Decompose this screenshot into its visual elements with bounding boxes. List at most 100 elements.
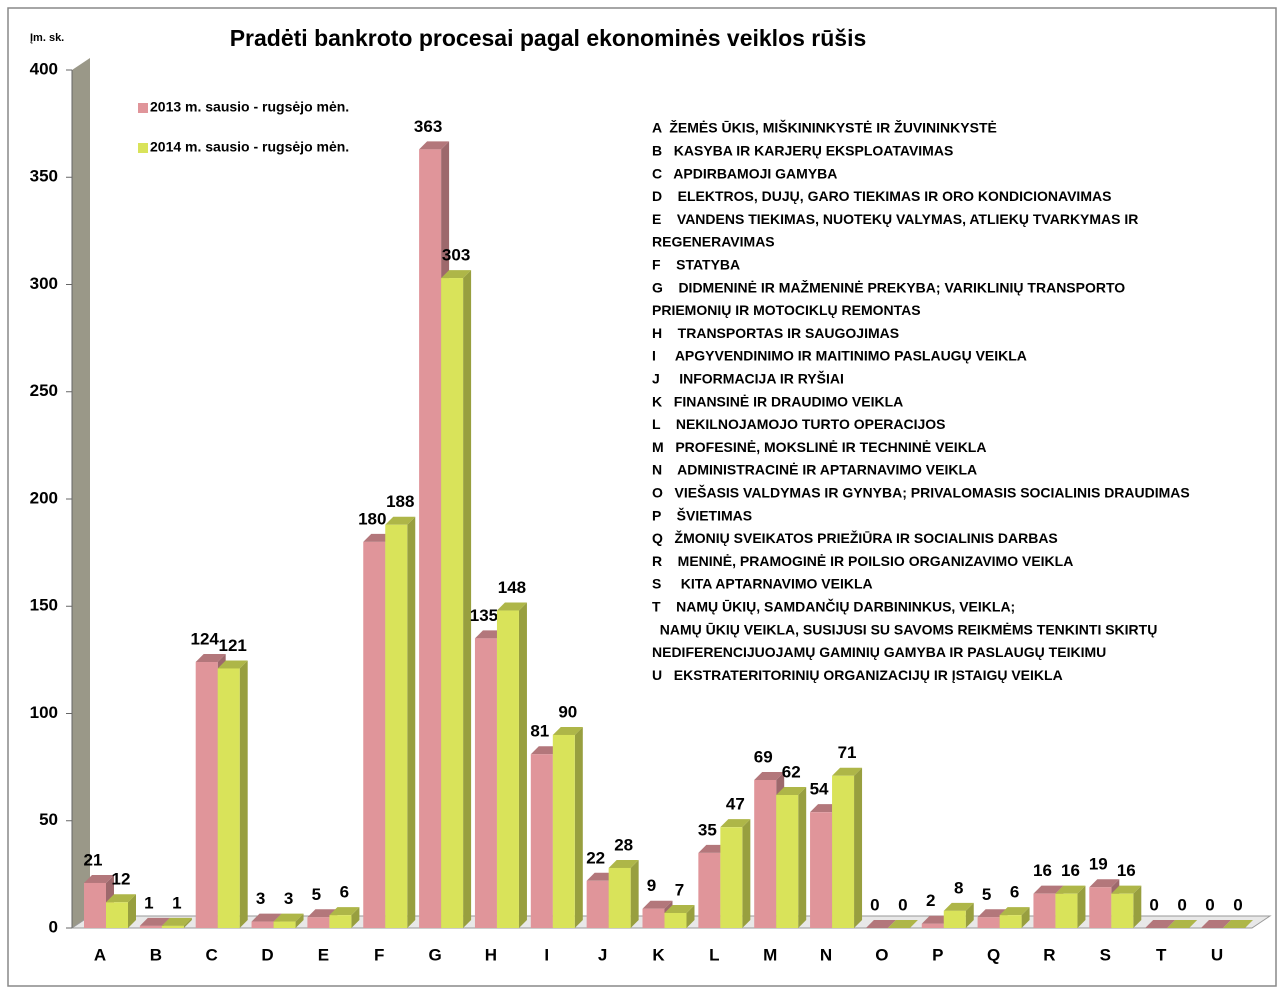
- bar-top: [642, 900, 673, 909]
- data-label: 7: [675, 880, 684, 899]
- bar: [999, 915, 1022, 928]
- bar-top: [832, 767, 863, 776]
- bar: [1089, 887, 1112, 928]
- data-label: 16: [1061, 861, 1080, 880]
- y-tick-label: 300: [30, 274, 58, 293]
- x-tick-label: U: [1211, 945, 1223, 964]
- chart-title: Pradėti bankroto procesai pagal ekonomin…: [230, 25, 867, 51]
- x-tick-label: S: [1100, 945, 1111, 964]
- data-label: 5: [312, 885, 321, 904]
- data-label: 121: [219, 636, 247, 655]
- annotation: NEDIFERENCIJUOJAMŲ GAMINIŲ GAMYBA IR PAS…: [652, 644, 1106, 660]
- annotation: D ELEKTROS, DUJŲ, GARO TIEKIMAS IR ORO K…: [652, 188, 1111, 204]
- x-tick-label: B: [150, 945, 162, 964]
- bar-top: [273, 913, 304, 922]
- bar: [496, 610, 519, 928]
- bar: [139, 925, 162, 928]
- bar-top: [1145, 920, 1176, 928]
- x-tick-label: R: [1043, 945, 1055, 964]
- annotation: M PROFESINĖ, MOKSLINĖ IR TECHNINĖ VEIKLA: [652, 439, 986, 455]
- y-tick-label: 200: [30, 488, 58, 507]
- bar-side: [351, 907, 360, 928]
- x-tick-label: C: [206, 945, 218, 964]
- bar-side: [742, 819, 751, 928]
- bar: [698, 852, 721, 928]
- y-tick-label: 400: [30, 59, 58, 78]
- annotation: P ŠVIETIMAS: [652, 506, 752, 523]
- bar-top: [496, 602, 527, 611]
- bar-top: [1089, 879, 1120, 888]
- data-label: 6: [340, 883, 349, 902]
- bar: [474, 638, 497, 928]
- data-label: 16: [1117, 861, 1136, 880]
- bar: [586, 880, 609, 928]
- annotation: H TRANSPORTAS IR SAUGOJIMAS: [652, 325, 899, 341]
- bar-top: [865, 920, 896, 928]
- bar-top: [1111, 885, 1142, 894]
- bar: [664, 912, 687, 928]
- bar: [441, 278, 464, 928]
- legend-swatch: [138, 103, 148, 113]
- data-label: 3: [256, 889, 265, 908]
- bar-top: [84, 874, 114, 883]
- annotation: S KITA APTARNAVIMO VEIKLA: [652, 576, 873, 592]
- bar: [419, 149, 442, 929]
- data-label: 69: [754, 747, 773, 766]
- bar: [608, 867, 631, 928]
- bar-top: [419, 141, 450, 150]
- bar: [810, 812, 833, 928]
- x-tick-label: T: [1156, 945, 1167, 964]
- bar: [530, 754, 553, 928]
- y-axis-label: Įm. sk.: [30, 32, 64, 44]
- x-tick-label: D: [261, 945, 273, 964]
- data-label: 363: [414, 117, 442, 136]
- annotation: A ŽEMĖS ŪKIS, MIŠKININKYSTĖ IR ŽUVININKY…: [652, 119, 997, 136]
- bar: [84, 882, 106, 928]
- data-label: 0: [1205, 895, 1214, 914]
- bar-side: [463, 270, 472, 928]
- bar: [832, 775, 855, 928]
- data-label: 21: [84, 850, 103, 869]
- data-label: 0: [1233, 895, 1242, 914]
- annotation: REGENERAVIMAS: [652, 234, 775, 250]
- data-label: 0: [1177, 895, 1186, 914]
- bar-top: [1201, 920, 1231, 928]
- bar-top: [720, 819, 751, 828]
- y-tick-label: 350: [30, 167, 58, 186]
- annotation: B KASYBA IR KARJERŲ EKSPLOATAVIMAS: [652, 143, 953, 159]
- x-tick-label: I: [544, 945, 549, 964]
- bar-top: [887, 920, 918, 928]
- bar-top: [754, 771, 785, 780]
- annotation: C APDIRBAMOJI GAMYBA: [652, 165, 837, 181]
- y-tick-label: 250: [30, 381, 58, 400]
- data-label: 8: [954, 878, 963, 897]
- annotation: G DIDMENINĖ IR MAŽMENINĖ PREKYBA; VARIKL…: [652, 278, 1125, 295]
- bar-top: [1055, 885, 1086, 894]
- bar-side: [128, 894, 136, 928]
- bar-side: [407, 516, 416, 928]
- x-tick-label: O: [875, 945, 888, 964]
- data-label: 180: [358, 509, 386, 528]
- bar-top: [1167, 920, 1198, 928]
- bar: [106, 902, 128, 928]
- bar-top: [441, 270, 472, 279]
- x-tick-label: L: [709, 945, 719, 964]
- annotation: PRIEMONIŲ IR MOTOCIKLŲ REMONTAS: [652, 302, 921, 318]
- annotation: F STATYBA: [652, 257, 740, 273]
- bar: [1111, 893, 1134, 928]
- legend-label: 2014 m. sausio - rugsėjo mėn.: [150, 139, 349, 155]
- y-tick-label: 50: [39, 810, 58, 829]
- data-label: 90: [558, 702, 577, 721]
- bar-top: [251, 913, 282, 922]
- bar: [273, 921, 296, 928]
- data-label: 28: [614, 835, 633, 854]
- bar: [195, 662, 218, 928]
- bar-side: [965, 902, 974, 928]
- data-label: 124: [191, 630, 220, 649]
- data-label: 303: [442, 246, 470, 265]
- data-label: 6: [1010, 883, 1019, 902]
- x-tick-label: H: [485, 945, 497, 964]
- annotation: O VIEŠASIS VALDYMAS IR GYNYBA; PRIVALOMA…: [652, 484, 1190, 501]
- data-label: 54: [810, 780, 829, 799]
